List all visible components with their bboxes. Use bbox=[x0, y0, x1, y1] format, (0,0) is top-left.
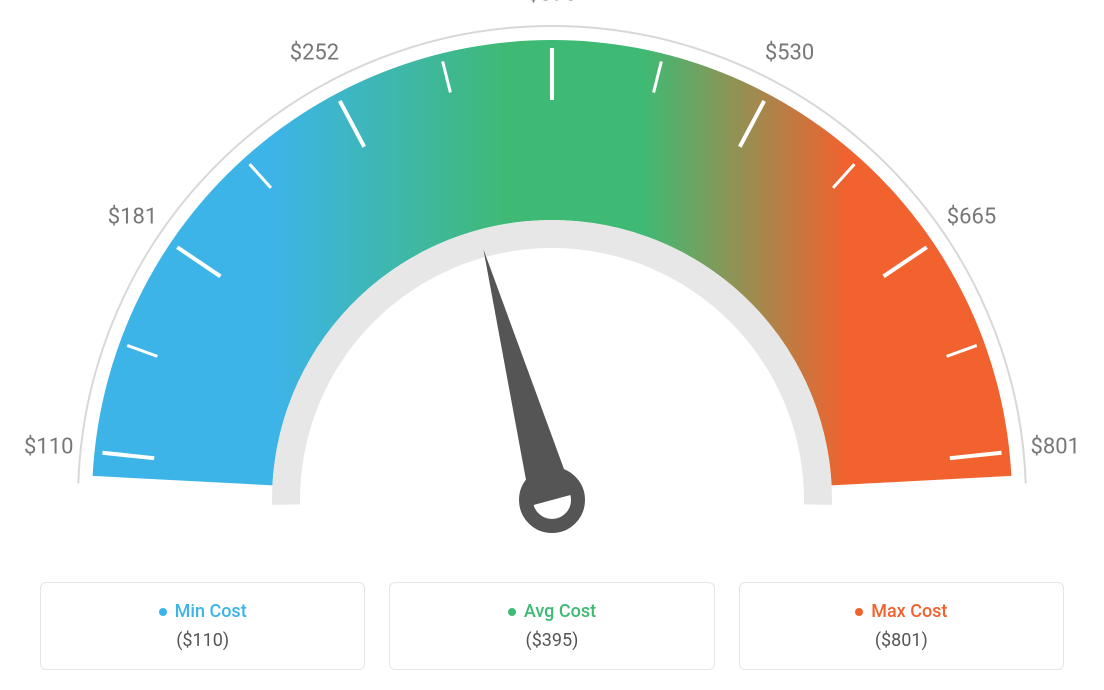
gauge-svg bbox=[0, 0, 1104, 560]
legend-label: Avg Cost bbox=[508, 601, 596, 622]
tick-label: $395 bbox=[527, 0, 576, 7]
legend-card-min: Min Cost ($110) bbox=[40, 582, 365, 671]
legend-row: Min Cost ($110) Avg Cost ($395) Max Cost ($80… bbox=[0, 582, 1104, 671]
cost-gauge-chart: { "gauge": { "type": "gauge", "min_value… bbox=[0, 0, 1104, 690]
legend-value: ($110) bbox=[53, 630, 352, 651]
needle bbox=[483, 249, 573, 506]
legend-value: ($801) bbox=[752, 630, 1051, 651]
legend-card-avg: Avg Cost ($395) bbox=[389, 582, 714, 671]
tick-label: $530 bbox=[765, 41, 814, 66]
legend-label: Max Cost bbox=[855, 601, 947, 622]
tick-label: $110 bbox=[24, 435, 73, 460]
legend-value: ($395) bbox=[402, 630, 701, 651]
tick-label: $801 bbox=[1030, 435, 1079, 460]
gauge: $110 $181 $252 $395 $530 $665 $801 bbox=[0, 0, 1104, 560]
tick-label: $665 bbox=[947, 205, 996, 230]
gauge-arc bbox=[93, 40, 1012, 485]
tick-label: $181 bbox=[108, 205, 157, 230]
legend-card-max: Max Cost ($801) bbox=[739, 582, 1064, 671]
legend-label: Min Cost bbox=[159, 601, 247, 622]
tick-label: $252 bbox=[290, 41, 339, 66]
